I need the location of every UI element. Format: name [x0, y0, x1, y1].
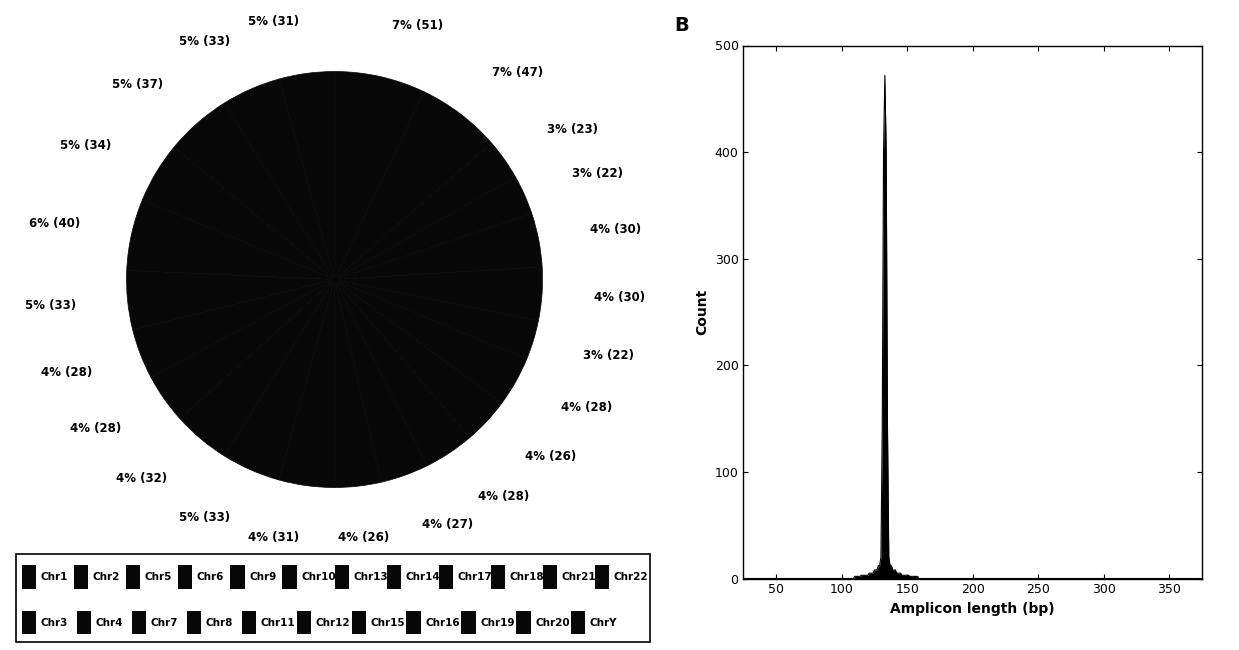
Bar [387, 566, 400, 589]
Text: 3% (22): 3% (22) [584, 349, 634, 362]
Text: 3% (22): 3% (22) [572, 167, 623, 180]
Wedge shape [335, 92, 492, 280]
Wedge shape [279, 280, 335, 488]
Text: 4% (27): 4% (27) [422, 517, 473, 530]
Wedge shape [335, 280, 470, 465]
Wedge shape [224, 79, 335, 280]
Text: 4% (26): 4% (26) [524, 450, 576, 463]
Text: Chr15: Chr15 [370, 618, 405, 627]
Bar [230, 566, 244, 589]
Wedge shape [335, 143, 515, 280]
Bar [242, 611, 256, 634]
Text: Chr18: Chr18 [509, 572, 544, 582]
Text: 7% (47): 7% (47) [492, 66, 543, 79]
Text: Chr17: Chr17 [457, 572, 492, 582]
Text: 4% (31): 4% (31) [248, 530, 300, 543]
Text: 4% (30): 4% (30) [593, 291, 646, 304]
Text: B: B [674, 16, 689, 35]
Bar [461, 611, 476, 634]
Text: Chr12: Chr12 [316, 618, 349, 627]
Text: 4% (32): 4% (32) [116, 472, 167, 485]
Text: 5% (37): 5% (37) [112, 77, 164, 90]
Text: 4% (28): 4% (28) [478, 490, 529, 503]
Wedge shape [224, 280, 335, 480]
Text: Chr16: Chr16 [425, 618, 460, 627]
Text: Chr8: Chr8 [206, 618, 233, 627]
Text: 4% (28): 4% (28) [71, 422, 121, 435]
Wedge shape [335, 177, 532, 280]
Bar [126, 566, 140, 589]
Text: 4% (28): 4% (28) [41, 366, 92, 379]
Bar [22, 566, 36, 589]
Text: Chr22: Chr22 [613, 572, 648, 582]
Text: Chr14: Chr14 [405, 572, 440, 582]
Text: Chr2: Chr2 [93, 572, 120, 582]
Text: 3% (23): 3% (23) [546, 123, 598, 136]
Wedge shape [335, 280, 382, 488]
Bar [77, 611, 92, 634]
Text: A: A [0, 0, 12, 3]
Text: 7% (51): 7% (51) [392, 20, 444, 32]
Wedge shape [142, 147, 335, 280]
Text: Chr13: Chr13 [353, 572, 388, 582]
Wedge shape [335, 280, 527, 403]
Text: ChrY: ChrY [590, 618, 617, 627]
Wedge shape [126, 270, 335, 330]
Bar [406, 611, 421, 634]
Wedge shape [126, 200, 335, 280]
Bar [517, 611, 530, 634]
Text: Chr19: Chr19 [479, 618, 514, 627]
Text: Chr3: Chr3 [41, 618, 68, 627]
Text: 5% (33): 5% (33) [178, 35, 229, 48]
Wedge shape [335, 280, 539, 359]
X-axis label: Amplicon length (bp): Amplicon length (bp) [891, 602, 1054, 616]
Bar [595, 566, 610, 589]
Text: Chr9: Chr9 [249, 572, 276, 582]
Text: 5% (34): 5% (34) [61, 139, 112, 152]
Wedge shape [279, 72, 335, 280]
Text: 5% (33): 5% (33) [25, 299, 76, 312]
Y-axis label: Count: Count [695, 289, 709, 335]
Text: Chr4: Chr4 [95, 618, 123, 627]
Bar [22, 611, 36, 634]
Wedge shape [335, 72, 424, 280]
Text: 5% (31): 5% (31) [248, 16, 300, 29]
Wedge shape [151, 280, 335, 419]
Wedge shape [335, 280, 502, 437]
Bar [543, 566, 558, 589]
Text: 5% (33): 5% (33) [178, 511, 229, 524]
Text: Chr7: Chr7 [151, 618, 178, 627]
Text: 4% (30): 4% (30) [590, 224, 641, 237]
Bar [335, 566, 348, 589]
Wedge shape [173, 103, 335, 280]
Bar [491, 566, 506, 589]
Text: Chr5: Chr5 [145, 572, 172, 582]
Text: Chr1: Chr1 [41, 572, 68, 582]
Bar [571, 611, 586, 634]
Bar [352, 611, 366, 634]
Wedge shape [180, 280, 335, 456]
Bar [178, 566, 192, 589]
Wedge shape [335, 266, 543, 321]
Bar [439, 566, 453, 589]
Text: Chr20: Chr20 [535, 618, 570, 627]
Text: Chr6: Chr6 [197, 572, 224, 582]
Bar [282, 566, 296, 589]
Wedge shape [335, 280, 427, 482]
Text: 4% (28): 4% (28) [561, 401, 612, 414]
Wedge shape [335, 213, 543, 280]
Text: Chr11: Chr11 [260, 618, 295, 627]
Bar [131, 611, 146, 634]
Bar [187, 611, 201, 634]
Text: Chr10: Chr10 [301, 572, 336, 582]
Bar [74, 566, 88, 589]
Text: 6% (40): 6% (40) [30, 216, 81, 229]
Bar [296, 611, 311, 634]
Wedge shape [133, 280, 335, 377]
Text: Chr21: Chr21 [561, 572, 596, 582]
Text: 4% (26): 4% (26) [338, 531, 389, 544]
